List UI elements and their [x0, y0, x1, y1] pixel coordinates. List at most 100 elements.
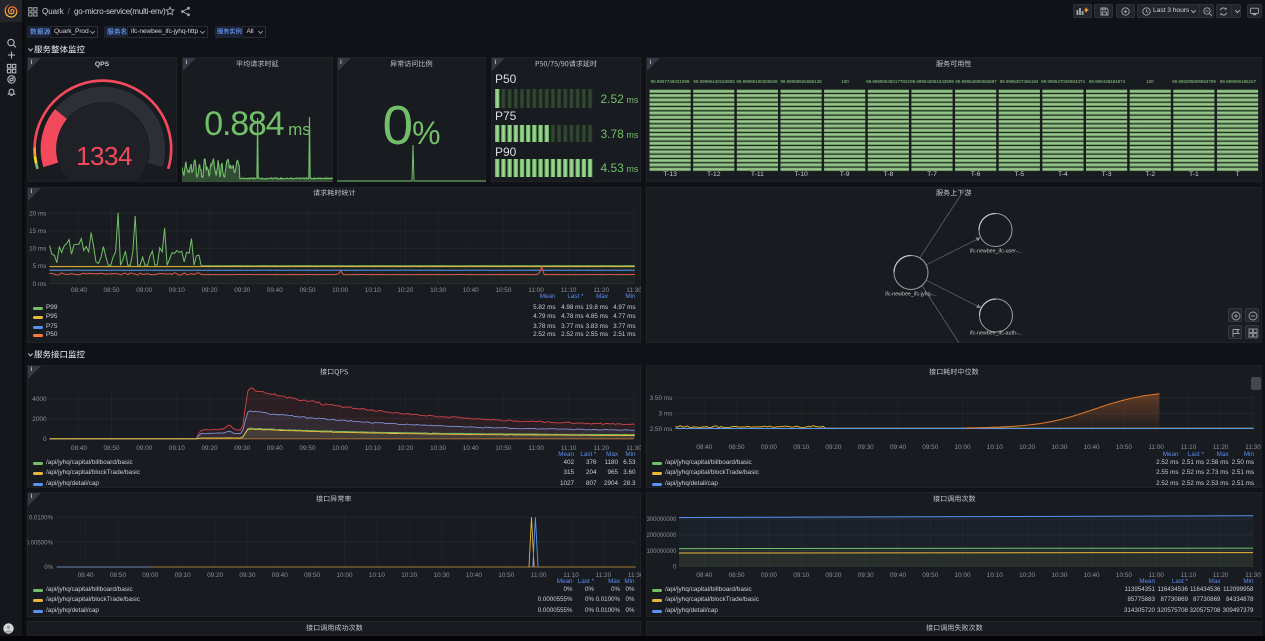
svg-text:09:40: 09:40 — [890, 572, 906, 579]
svg-text:4000: 4000 — [32, 396, 47, 403]
svg-text:11:30: 11:30 — [1245, 444, 1261, 451]
svg-text:11:30: 11:30 — [628, 572, 641, 579]
svg-text:10:30: 10:30 — [430, 445, 446, 452]
svg-text:11:20: 11:20 — [1213, 572, 1229, 579]
svg-text:09:50: 09:50 — [300, 287, 316, 294]
svg-text:08:40: 08:40 — [696, 444, 712, 451]
svg-text:10:40: 10:40 — [463, 287, 479, 294]
svg-text:09:00: 09:00 — [136, 287, 152, 294]
svg-text:10:00: 10:00 — [337, 572, 353, 579]
svg-text:5 ms: 5 ms — [33, 263, 47, 270]
svg-text:09:00: 09:00 — [761, 444, 777, 451]
svg-text:10:00: 10:00 — [332, 287, 348, 294]
svg-text:09:30: 09:30 — [239, 572, 255, 579]
svg-text:09:40: 09:40 — [272, 572, 288, 579]
svg-text:08:50: 08:50 — [110, 572, 126, 579]
svg-text:10:10: 10:10 — [365, 287, 381, 294]
svg-text:11:20: 11:20 — [1213, 444, 1229, 451]
svg-text:09:20: 09:20 — [825, 572, 841, 579]
svg-text:10:40: 10:40 — [463, 445, 479, 452]
svg-text:09:10: 09:10 — [175, 572, 191, 579]
svg-text:11:00: 11:00 — [528, 445, 544, 452]
svg-text:08:50: 08:50 — [104, 445, 120, 452]
svg-text:10:50: 10:50 — [1116, 444, 1132, 451]
svg-text:0: 0 — [673, 564, 677, 570]
svg-text:10:40: 10:40 — [1084, 444, 1100, 451]
svg-text:11:30: 11:30 — [626, 287, 641, 294]
svg-text:10:30: 10:30 — [434, 572, 450, 579]
svg-text:10:20: 10:20 — [397, 287, 413, 294]
svg-text:11:10: 11:10 — [561, 445, 577, 452]
svg-text:09:20: 09:20 — [207, 572, 223, 579]
svg-text:2.50 ms: 2.50 ms — [650, 426, 673, 433]
svg-text:10:30: 10:30 — [430, 287, 446, 294]
svg-text:3.50 ms: 3.50 ms — [650, 395, 673, 402]
svg-text:10:00: 10:00 — [955, 572, 971, 579]
svg-text:09:30: 09:30 — [858, 444, 874, 451]
svg-text:0%: 0% — [44, 564, 53, 571]
svg-text:0.00500%: 0.00500% — [27, 539, 54, 546]
svg-text:10 ms: 10 ms — [29, 245, 46, 252]
svg-text:09:50: 09:50 — [922, 572, 938, 579]
svg-text:10:30: 10:30 — [1051, 572, 1067, 579]
svg-text:09:40: 09:40 — [267, 287, 283, 294]
svg-text:11:20: 11:20 — [596, 572, 612, 579]
svg-text:10:20: 10:20 — [397, 445, 413, 452]
svg-text:10:40: 10:40 — [1084, 572, 1100, 579]
svg-text:09:40: 09:40 — [267, 445, 283, 452]
svg-text:09:00: 09:00 — [142, 572, 158, 579]
svg-text:09:10: 09:10 — [793, 444, 809, 451]
svg-text:09:50: 09:50 — [922, 444, 938, 451]
svg-text:11:30: 11:30 — [1245, 572, 1261, 579]
svg-text:20 ms: 20 ms — [29, 210, 46, 217]
svg-text:10:10: 10:10 — [369, 572, 385, 579]
svg-text:11:20: 11:20 — [594, 287, 610, 294]
svg-text:10:00: 10:00 — [955, 444, 971, 451]
svg-text:10:10: 10:10 — [987, 572, 1003, 579]
svg-text:10:50: 10:50 — [495, 445, 511, 452]
svg-text:10:20: 10:20 — [1019, 572, 1035, 579]
svg-text:2000: 2000 — [32, 416, 47, 423]
svg-text:10:00: 10:00 — [332, 445, 348, 452]
svg-text:0.0100%: 0.0100% — [29, 514, 54, 521]
svg-text:09:20: 09:20 — [202, 445, 218, 452]
svg-text:09:00: 09:00 — [761, 572, 777, 579]
svg-text:11:10: 11:10 — [1181, 572, 1197, 579]
svg-text:08:40: 08:40 — [78, 572, 94, 579]
svg-text:10:10: 10:10 — [365, 445, 381, 452]
svg-text:300000000: 300000000 — [646, 517, 677, 523]
svg-text:11:10: 11:10 — [563, 572, 579, 579]
svg-text:0: 0 — [43, 436, 47, 443]
svg-text:11:00: 11:00 — [1148, 572, 1164, 579]
svg-text:08:40: 08:40 — [71, 287, 87, 294]
svg-text:09:50: 09:50 — [304, 572, 320, 579]
svg-text:200000000: 200000000 — [646, 533, 677, 539]
svg-text:08:50: 08:50 — [729, 444, 745, 451]
svg-text:09:20: 09:20 — [202, 287, 218, 294]
svg-text:09:40: 09:40 — [890, 444, 906, 451]
svg-text:10:50: 10:50 — [495, 287, 511, 294]
svg-text:09:10: 09:10 — [793, 572, 809, 579]
svg-text:09:50: 09:50 — [300, 445, 316, 452]
svg-text:11:00: 11:00 — [528, 287, 544, 294]
svg-text:09:30: 09:30 — [858, 572, 874, 579]
svg-text:08:40: 08:40 — [696, 572, 712, 579]
svg-text:0 ms: 0 ms — [33, 280, 47, 287]
svg-text:10:20: 10:20 — [1019, 444, 1035, 451]
svg-text:11:00: 11:00 — [531, 572, 547, 579]
svg-text:11:30: 11:30 — [626, 445, 641, 452]
svg-text:10:50: 10:50 — [498, 572, 514, 579]
svg-text:10:50: 10:50 — [1116, 572, 1132, 579]
svg-text:09:30: 09:30 — [234, 445, 250, 452]
svg-text:3 ms: 3 ms — [658, 410, 672, 417]
svg-text:08:40: 08:40 — [71, 445, 87, 452]
svg-text:09:10: 09:10 — [169, 445, 185, 452]
svg-text:09:20: 09:20 — [825, 444, 841, 451]
svg-text:11:10: 11:10 — [1181, 444, 1197, 451]
svg-text:09:10: 09:10 — [169, 287, 185, 294]
svg-text:10:10: 10:10 — [987, 444, 1003, 451]
svg-text:15 ms: 15 ms — [29, 228, 46, 235]
svg-text:11:10: 11:10 — [561, 287, 577, 294]
svg-text:11:00: 11:00 — [1148, 444, 1164, 451]
svg-text:10:20: 10:20 — [401, 572, 417, 579]
